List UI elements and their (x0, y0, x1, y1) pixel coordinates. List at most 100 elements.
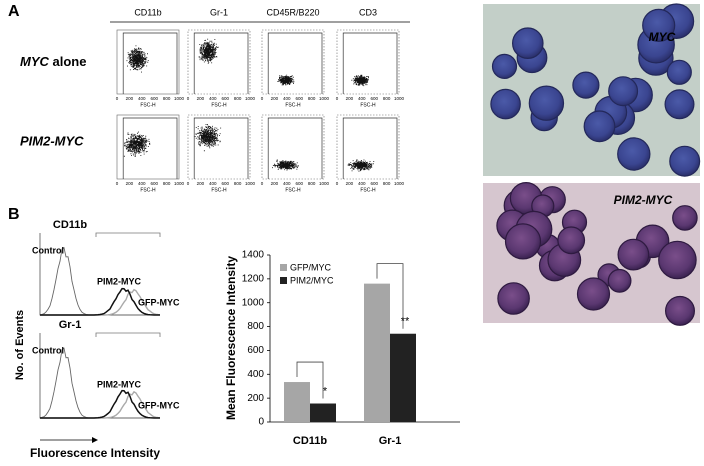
flow-plot (116, 29, 180, 95)
flow-tick-label: 1000 (245, 96, 256, 101)
bar (390, 333, 416, 422)
gate-bracket (95, 232, 161, 237)
y-tick-label: 1200 (242, 273, 265, 284)
flow-tick-label: 600 (295, 181, 303, 186)
y-tick-label: 1000 (242, 297, 265, 308)
flow-tick-label: 0 (187, 181, 190, 186)
flow-tick-label: 200 (271, 181, 279, 186)
y-tick-label: 400 (247, 369, 264, 380)
flow-axis-label: FSC-H (211, 187, 227, 193)
flow-tick-label: 800 (234, 181, 242, 186)
flow-axis-label: FSC-H (140, 102, 156, 108)
flow-tick-label: 400 (209, 96, 217, 101)
cell (557, 226, 586, 255)
flow-dots (351, 74, 369, 87)
flow-tick-label: 200 (197, 96, 205, 101)
flow-tick-label: 400 (358, 96, 366, 101)
image-caption: MYC (649, 30, 676, 44)
flow-tick-label: 1000 (245, 181, 256, 186)
gate (267, 32, 323, 94)
cell (617, 238, 650, 271)
flow-tick-label: 800 (308, 181, 316, 186)
flow-tick-label: 200 (271, 96, 279, 101)
flow-dots (272, 159, 299, 171)
y-tick-label: 600 (247, 345, 264, 356)
cell (490, 88, 521, 120)
pim2-curve (40, 287, 160, 316)
cell (504, 223, 542, 260)
flow-tick-label: 800 (163, 96, 171, 101)
flow-tick-label: 0 (336, 181, 339, 186)
cell (658, 240, 697, 280)
flow-tick-label: 0 (116, 181, 119, 186)
flow-tick-label: 1000 (394, 181, 405, 186)
bar (310, 403, 336, 422)
curve-label: GFP-MYC (138, 400, 180, 410)
bar (284, 382, 310, 422)
cell (666, 59, 692, 85)
gate (122, 117, 178, 179)
cell (511, 27, 544, 59)
y-axis-label: No. of Events (14, 310, 26, 380)
flow-tick-label: 0 (336, 96, 339, 101)
column-header: CD3 (359, 7, 377, 17)
cell (617, 137, 651, 171)
flow-axis-label: FSC-H (285, 102, 301, 108)
flow-tick-label: 600 (221, 96, 229, 101)
gate (193, 117, 249, 179)
gate (267, 117, 323, 179)
flow-dots (194, 124, 222, 152)
curve-label: PIM2-MYC (97, 276, 142, 286)
column-header: CD45R/B220 (266, 7, 319, 17)
flow-plot (261, 114, 325, 180)
gate-bracket (95, 332, 161, 337)
x-axis-label: Fluorescence Intensity (30, 446, 160, 460)
flow-tick-label: 600 (370, 96, 378, 101)
legend-label: GFP/MYC (290, 262, 332, 272)
flow-tick-label: 400 (358, 181, 366, 186)
bar (364, 283, 390, 422)
legend-swatch (280, 264, 287, 271)
flow-tick-label: 600 (150, 181, 158, 186)
flow-plot (336, 29, 400, 95)
cell (497, 282, 530, 315)
panel-label: A (8, 3, 20, 20)
suffix: alone (53, 54, 87, 69)
flow-tick-label: 1000 (394, 96, 405, 101)
flow-axis-label: FSC-H (360, 102, 376, 108)
x-tick-label: Gr-1 (379, 435, 402, 447)
flow-dots (126, 45, 149, 73)
micrographs (483, 3, 701, 326)
column-header: Gr-1 (210, 7, 228, 17)
histogram-title: Gr-1 (59, 319, 82, 331)
flow-tick-label: 800 (308, 96, 316, 101)
y-tick-label: 800 (247, 321, 264, 332)
flow-axis-label: FSC-H (285, 187, 301, 193)
y-tick-label: 0 (258, 417, 264, 428)
cell (608, 76, 639, 107)
flow-plot (187, 29, 251, 95)
cell (607, 268, 632, 293)
cell (576, 277, 611, 311)
x-tick-label: CD11b (293, 435, 328, 447)
y-tick-label: 200 (247, 393, 264, 404)
flow-tick-label: 200 (346, 181, 354, 186)
y-tick-label: 1400 (242, 250, 265, 261)
flow-tick-label: 0 (261, 181, 264, 186)
bracket (296, 361, 324, 399)
image-caption: PIM2-MYC (614, 193, 673, 207)
flow-plot (336, 114, 400, 180)
flow-tick-label: 400 (283, 96, 291, 101)
cell (664, 295, 695, 326)
gate (122, 32, 178, 94)
flow-plot (261, 29, 325, 95)
column-header: CD11b (134, 7, 161, 17)
cell (528, 85, 565, 121)
flow-axis-label: FSC-H (360, 187, 376, 193)
flow-tick-label: 200 (346, 96, 354, 101)
flow-tick-label: 400 (138, 181, 146, 186)
row-label: PIM2-MYC (20, 133, 84, 148)
flow-tick-label: 0 (261, 96, 264, 101)
flow-dots (277, 74, 295, 86)
